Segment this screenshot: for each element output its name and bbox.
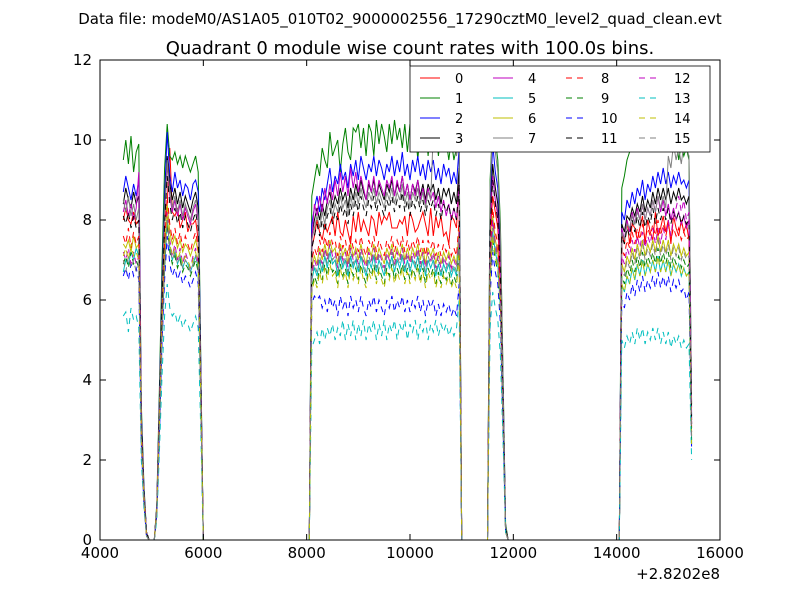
series-line-5 [122, 219, 693, 541]
series-line-6 [122, 203, 693, 541]
x-tick-label-0: 4000 [81, 544, 119, 562]
legend-label-9: 9 [601, 92, 609, 107]
series-line-4 [122, 163, 693, 541]
legend-label-13: 13 [674, 92, 691, 107]
x-tick-labels: 4000 6000 8000 10000 12000 14000 16000 [81, 544, 744, 562]
legend-label-10: 10 [601, 112, 618, 127]
x-tick-label-1: 6000 [184, 544, 222, 562]
series-line-2 [122, 131, 693, 541]
ticks-layer [99, 59, 721, 541]
legend-label-2: 2 [455, 112, 463, 127]
x-tick-label-4: 12000 [489, 544, 537, 562]
y-tick-label-0: 0 [82, 531, 92, 549]
chart-title: Quadrant 0 module wise count rates with … [166, 38, 655, 59]
x-tick-label-3: 10000 [386, 544, 434, 562]
y-tick-label-6: 12 [73, 51, 92, 69]
legend-label-11: 11 [601, 132, 618, 147]
series-line-12 [122, 195, 693, 541]
x-tick-label-5: 14000 [593, 544, 641, 562]
legend-label-12: 12 [674, 72, 691, 87]
x-offset-label: +2.8202e8 [636, 565, 720, 583]
y-tick-label-1: 2 [82, 451, 92, 469]
legend-label-1: 1 [455, 92, 463, 107]
x-tick-label-2: 8000 [288, 544, 326, 562]
legend-label-4: 4 [528, 72, 536, 87]
series-line-11 [122, 175, 693, 541]
series-line-8 [122, 195, 693, 541]
legend-label-8: 8 [601, 72, 609, 87]
series-line-0 [122, 147, 693, 541]
y-tick-label-3: 6 [82, 291, 92, 309]
y-tick-label-2: 4 [82, 371, 92, 389]
legend-label-5: 5 [528, 92, 536, 107]
legend-label-3: 3 [455, 132, 463, 147]
series-line-7 [122, 123, 693, 541]
legend-box [409, 65, 711, 153]
chart-suptitle: Data file: modeM0/AS1A05_010T02_90000025… [78, 10, 722, 29]
legend-label-0: 0 [455, 72, 463, 87]
y-tick-labels: 0 2 4 6 8 10 12 [73, 51, 92, 549]
legend-label-15: 15 [674, 132, 691, 147]
y-tick-label-4: 8 [82, 211, 92, 229]
series-line-13 [122, 283, 693, 541]
legend-label-14: 14 [674, 112, 691, 127]
x-tick-label-6: 16000 [696, 544, 744, 562]
series-line-9 [122, 223, 693, 541]
y-tick-label-5: 10 [73, 131, 92, 149]
series-layer [122, 119, 693, 541]
legend-label-7: 7 [528, 132, 536, 147]
legend-label-6: 6 [528, 112, 536, 127]
